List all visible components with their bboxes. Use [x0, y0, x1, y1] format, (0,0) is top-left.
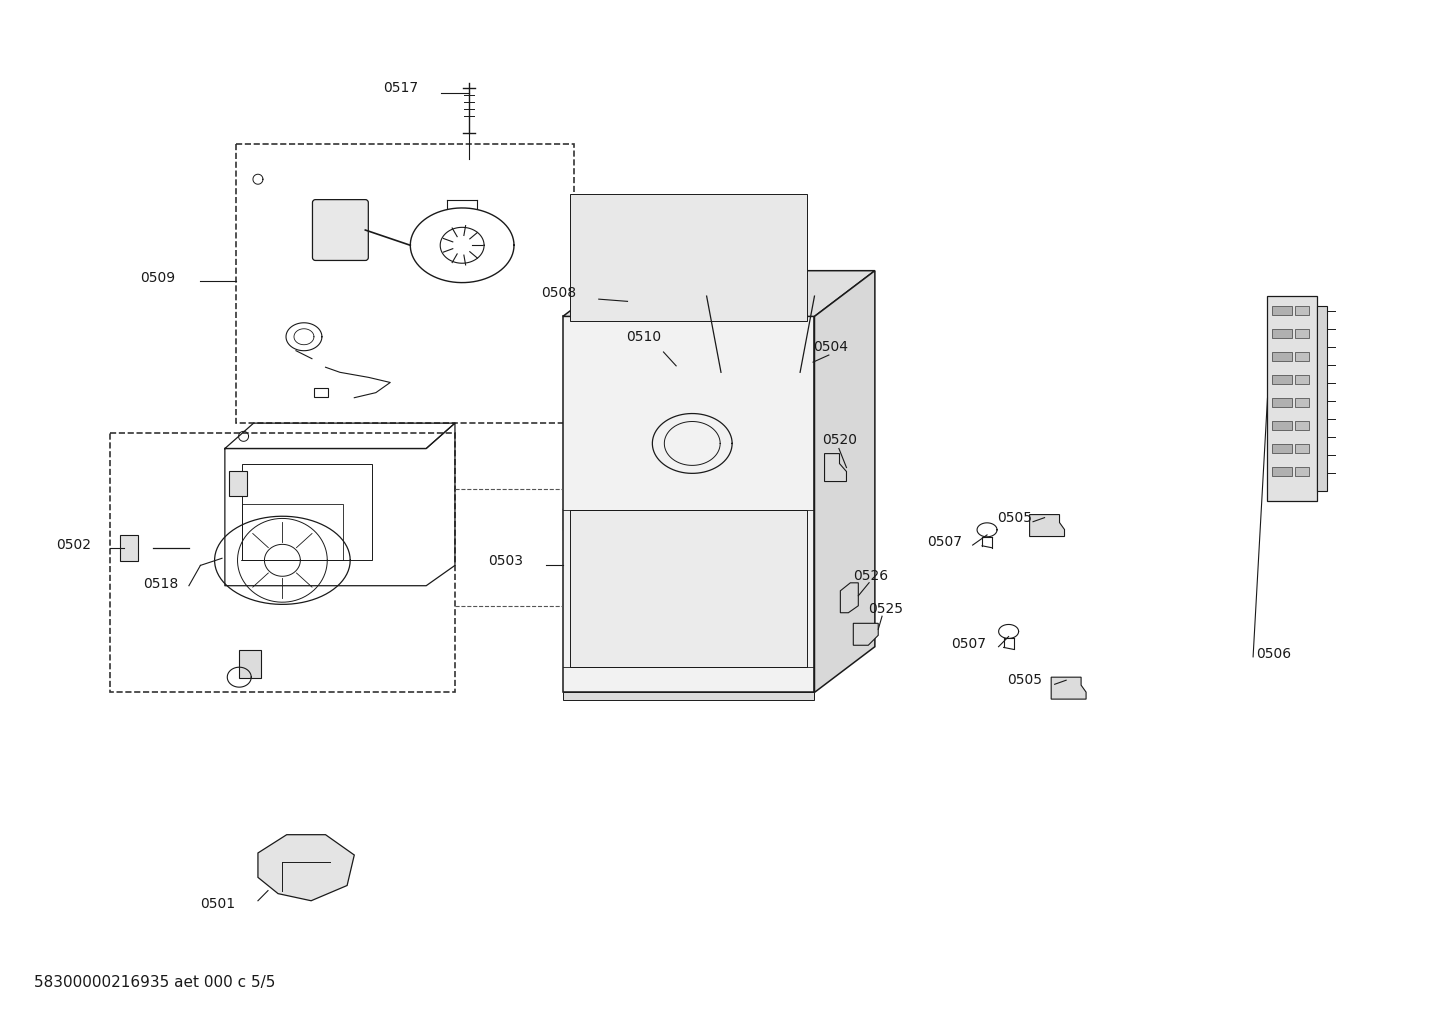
FancyBboxPatch shape: [313, 200, 368, 261]
Bar: [239, 650, 261, 678]
Bar: [242, 504, 343, 560]
Bar: [1295, 352, 1309, 361]
Text: 0502: 0502: [56, 538, 92, 552]
Bar: [1272, 397, 1292, 407]
Bar: [1295, 467, 1309, 476]
Polygon shape: [620, 497, 688, 632]
Text: 0507: 0507: [952, 637, 986, 651]
Text: 0525: 0525: [868, 602, 903, 616]
Text: 0505: 0505: [996, 511, 1032, 525]
Polygon shape: [800, 357, 825, 530]
Polygon shape: [562, 497, 645, 510]
Polygon shape: [1030, 515, 1064, 537]
Text: 0507: 0507: [927, 535, 962, 549]
Polygon shape: [854, 624, 878, 645]
Bar: [1295, 421, 1309, 430]
Text: 0506: 0506: [1256, 647, 1291, 660]
Bar: [1272, 375, 1292, 384]
Text: 0504: 0504: [813, 340, 848, 354]
Polygon shape: [1051, 678, 1086, 699]
Bar: [1272, 443, 1292, 452]
Text: 0526: 0526: [854, 569, 888, 583]
Polygon shape: [562, 510, 663, 632]
Polygon shape: [707, 284, 836, 297]
Bar: [236, 144, 574, 423]
Bar: [1272, 306, 1292, 315]
Polygon shape: [721, 357, 825, 372]
Bar: [1295, 329, 1309, 338]
Bar: [110, 433, 456, 693]
Text: 0503: 0503: [487, 554, 523, 569]
Bar: [570, 195, 808, 322]
Text: 0520: 0520: [822, 433, 857, 447]
Polygon shape: [721, 357, 825, 530]
Bar: [1295, 306, 1309, 315]
Bar: [1295, 375, 1309, 384]
Bar: [314, 387, 327, 396]
Polygon shape: [258, 835, 355, 901]
Text: 0509: 0509: [140, 271, 174, 284]
Bar: [229, 471, 247, 496]
Polygon shape: [627, 276, 669, 326]
Bar: [1272, 352, 1292, 361]
Text: 0505: 0505: [1007, 674, 1043, 687]
Text: 0510: 0510: [626, 330, 662, 343]
Text: 0518: 0518: [143, 577, 179, 591]
Bar: [1295, 397, 1309, 407]
Bar: [1268, 297, 1318, 500]
Text: 58300000216935 aet 000 c 5/5: 58300000216935 aet 000 c 5/5: [33, 974, 275, 989]
Bar: [646, 346, 676, 385]
Bar: [1272, 329, 1292, 338]
Text: 0517: 0517: [384, 81, 418, 95]
Polygon shape: [815, 271, 875, 693]
Bar: [570, 510, 808, 667]
Bar: [1272, 421, 1292, 430]
Bar: [120, 535, 138, 560]
Polygon shape: [825, 453, 846, 482]
Bar: [242, 464, 372, 560]
Bar: [1295, 443, 1309, 452]
Bar: [562, 693, 815, 700]
Polygon shape: [841, 583, 858, 612]
Polygon shape: [562, 317, 815, 693]
Text: 0508: 0508: [541, 286, 577, 300]
Bar: [1318, 306, 1327, 490]
Text: 0501: 0501: [200, 897, 235, 911]
Bar: [1272, 467, 1292, 476]
Polygon shape: [562, 271, 875, 317]
Bar: [649, 352, 673, 378]
